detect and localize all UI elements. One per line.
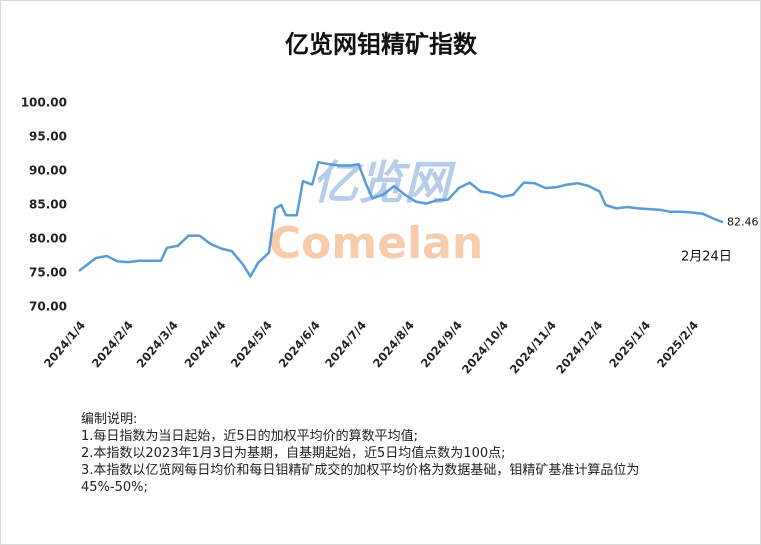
chart-title: 亿览网钼精矿指数 (285, 30, 478, 59)
x-tick-label: 2024/2/4 (89, 318, 136, 370)
x-tick-label: 2025/2/4 (654, 318, 701, 370)
watermark: Comelan (269, 218, 483, 269)
x-tick-label: 2024/12/4 (553, 318, 605, 376)
note-line: 2.本指数以2023年1月3日为基期，自基期起始，近5日均值点数为100点; (81, 446, 506, 461)
x-tick-label: 2024/9/4 (418, 318, 465, 370)
x-tick-label: 2024/4/4 (182, 318, 229, 370)
data-line (78, 160, 724, 278)
y-tick-label: 85.00 (29, 198, 67, 212)
x-tick-label: 2024/5/4 (228, 318, 275, 370)
x-tick-label: 2024/10/4 (459, 318, 511, 376)
y-tick-label: 80.00 (29, 232, 67, 246)
x-tick-label: 2024/11/4 (507, 318, 559, 376)
y-tick-label: 95.00 (29, 130, 67, 144)
date-annotation: 2月24日 (681, 250, 732, 265)
x-tick-label: 2025/1/4 (606, 318, 653, 370)
x-tick-label: 2024/3/4 (134, 318, 181, 370)
x-tick-label: 2024/8/4 (370, 318, 417, 370)
y-tick-label: 70.00 (29, 300, 67, 314)
end-label: 82.46 (727, 215, 759, 228)
note-line: 3.本指数以亿览网每日均价和每日钼精矿成交的加权平均价格为数据基础，钼精矿基准计… (81, 463, 640, 495)
notes: 编制说明: 1.每日指数为当日起始，近5日的加权平均价的算数平均值; 2.本指数以2… (81, 411, 681, 496)
x-tick-label: 2024/7/4 (322, 318, 369, 370)
x-tick-label: 2024/6/4 (276, 318, 323, 370)
y-tick-label: 100.00 (21, 96, 67, 110)
note-line: 编制说明: (81, 412, 138, 427)
y-tick-label: 90.00 (29, 164, 67, 178)
note-line: 1.每日指数为当日起始，近5日的加权平均价的算数平均值; (81, 429, 419, 444)
x-tick-label: 2024/1/4 (41, 318, 88, 370)
y-tick-label: 75.00 (29, 266, 67, 280)
